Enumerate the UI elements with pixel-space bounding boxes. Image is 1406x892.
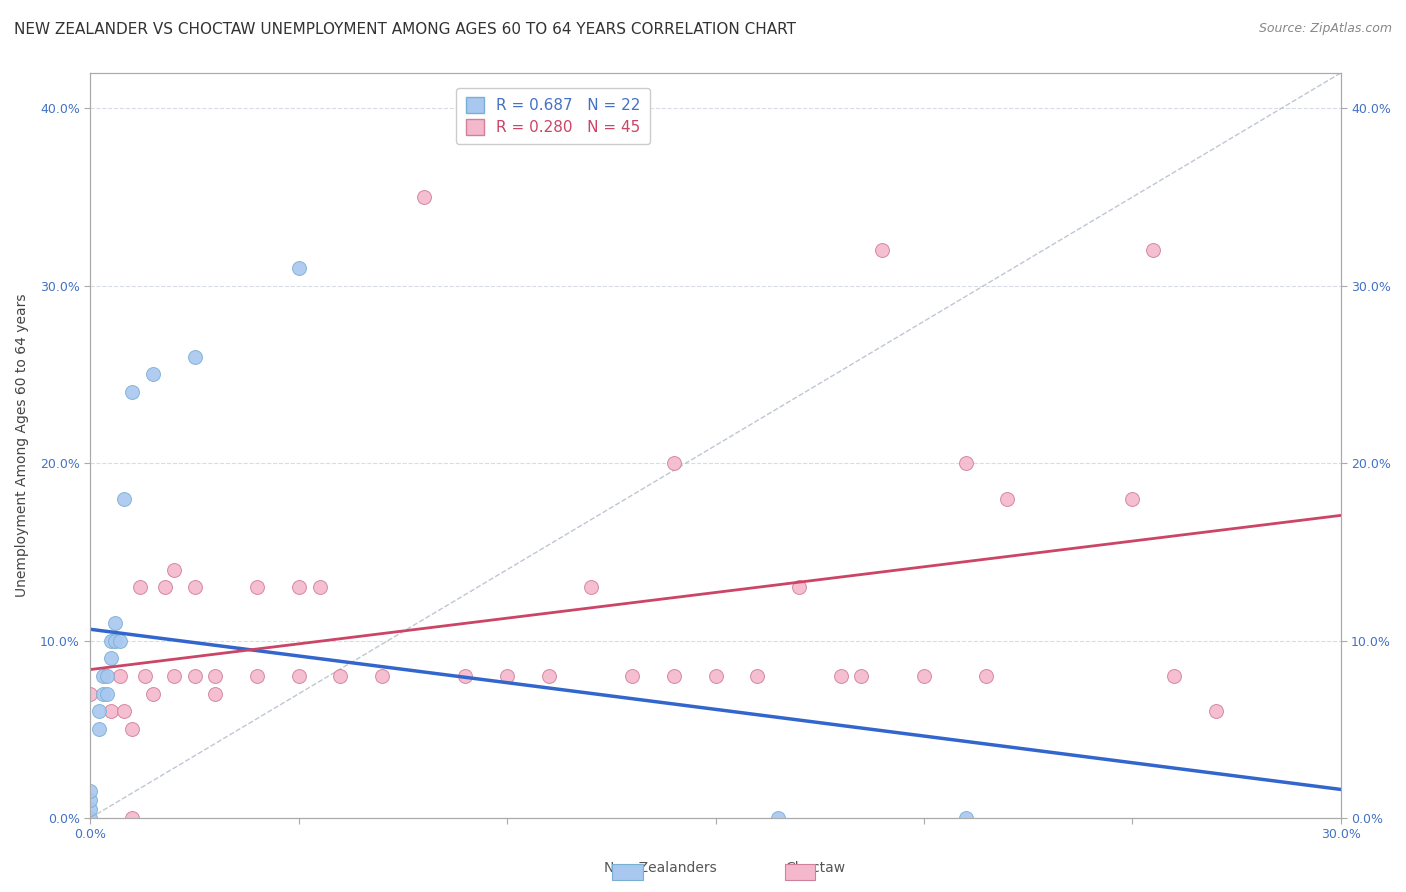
- Point: [100, 705, 122, 719]
- Point: [830, 669, 852, 683]
- Point: [851, 669, 873, 683]
- Point: [104, 633, 127, 648]
- Point: [662, 456, 685, 470]
- Point: [537, 669, 560, 683]
- Point: [204, 687, 226, 701]
- Point: [329, 669, 352, 683]
- Point: [412, 190, 434, 204]
- Point: [79, 784, 101, 798]
- Text: Source: ZipAtlas.com: Source: ZipAtlas.com: [1258, 22, 1392, 36]
- Point: [955, 456, 977, 470]
- Point: [662, 669, 685, 683]
- Point: [288, 580, 311, 594]
- Point: [704, 669, 727, 683]
- Point: [121, 811, 143, 825]
- Legend: R = 0.687   N = 22, R = 0.280   N = 45: R = 0.687 N = 22, R = 0.280 N = 45: [457, 88, 650, 145]
- Point: [1121, 491, 1143, 506]
- Point: [912, 669, 935, 683]
- Point: [91, 669, 114, 683]
- Point: [1142, 244, 1164, 258]
- Point: [100, 651, 122, 665]
- Y-axis label: Unemployment Among Ages 60 to 64 years: Unemployment Among Ages 60 to 64 years: [15, 293, 30, 597]
- Point: [100, 633, 122, 648]
- Point: [204, 669, 226, 683]
- Point: [163, 563, 186, 577]
- Point: [79, 687, 101, 701]
- Point: [747, 669, 769, 683]
- Text: Choctaw: Choctaw: [786, 862, 845, 875]
- Point: [870, 244, 893, 258]
- Point: [91, 687, 114, 701]
- Point: [96, 687, 118, 701]
- Point: [155, 580, 177, 594]
- Point: [112, 705, 135, 719]
- Point: [246, 669, 269, 683]
- Point: [108, 669, 131, 683]
- Point: [288, 261, 311, 276]
- Point: [129, 580, 152, 594]
- Point: [108, 633, 131, 648]
- Point: [142, 687, 165, 701]
- Point: [79, 811, 101, 825]
- Point: [454, 669, 477, 683]
- Point: [79, 793, 101, 807]
- Point: [183, 350, 205, 364]
- Point: [134, 669, 156, 683]
- Point: [96, 669, 118, 683]
- Point: [766, 811, 789, 825]
- Point: [1163, 669, 1185, 683]
- Point: [955, 811, 977, 825]
- Point: [496, 669, 519, 683]
- Point: [112, 491, 135, 506]
- Point: [79, 802, 101, 816]
- Text: NEW ZEALANDER VS CHOCTAW UNEMPLOYMENT AMONG AGES 60 TO 64 YEARS CORRELATION CHAR: NEW ZEALANDER VS CHOCTAW UNEMPLOYMENT AM…: [14, 22, 796, 37]
- Text: New Zealanders: New Zealanders: [605, 862, 717, 875]
- Point: [976, 669, 998, 683]
- Point: [308, 580, 330, 594]
- Point: [163, 669, 186, 683]
- Point: [142, 368, 165, 382]
- Point: [579, 580, 602, 594]
- Point: [621, 669, 644, 683]
- Point: [87, 723, 110, 737]
- Point: [995, 491, 1018, 506]
- Point: [246, 580, 269, 594]
- Point: [371, 669, 394, 683]
- Point: [1205, 705, 1227, 719]
- Point: [104, 615, 127, 630]
- Point: [183, 669, 205, 683]
- Point: [87, 705, 110, 719]
- Point: [121, 723, 143, 737]
- Point: [121, 385, 143, 400]
- Point: [787, 580, 810, 594]
- Point: [183, 580, 205, 594]
- Point: [288, 669, 311, 683]
